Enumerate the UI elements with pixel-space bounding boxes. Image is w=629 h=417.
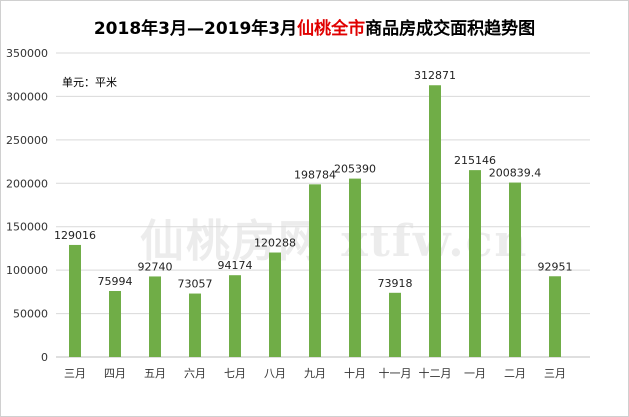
bar [469,170,481,357]
title-highlight: 仙桃全市 [297,19,366,39]
title-suffix: 商品房成交面积趋势图 [365,19,536,39]
unit-label: 单元：平米 [62,76,117,89]
data-label: 198784 [294,168,336,181]
bar [549,276,561,357]
x-tick-label: 一月 [464,367,486,380]
data-label: 73057 [178,278,213,291]
x-tick-label: 十一月 [379,366,412,380]
x-tick-label: 六月 [184,367,206,380]
data-label: 312871 [414,69,456,82]
y-tick-label: 350000 [6,47,48,60]
title-prefix: 2018年3月—2019年3月 [93,19,298,39]
data-label: 92951 [538,260,573,273]
y-tick-label: 200000 [6,177,48,190]
x-tick-label: 七月 [224,367,246,380]
bar [389,292,401,357]
y-tick-label: 0 [41,351,48,364]
x-tick-label: 八月 [264,367,286,380]
data-label: 75994 [98,275,133,288]
y-tick-label: 250000 [6,134,48,147]
data-label: 215146 [454,154,496,167]
watermark: 仙桃房网 xtfw.cn [140,216,529,267]
x-tick-label: 三月 [64,367,86,380]
bar [189,293,201,357]
data-label: 200839.4 [489,167,542,180]
bar [229,275,241,357]
bar [109,290,121,357]
bar [69,244,81,357]
x-tick-label: 三月 [544,367,566,380]
data-label: 129016 [54,229,96,242]
data-label: 94174 [218,259,253,272]
bar [429,85,441,357]
y-tick-label: 100000 [6,264,48,277]
x-tick-label: 五月 [144,367,166,380]
data-label: 73918 [378,277,413,290]
x-tick-label: 十月 [344,366,366,380]
bar [149,276,161,357]
x-tick-label: 四月 [104,367,126,380]
data-label: 205390 [334,163,376,176]
bar [349,178,361,357]
x-tick-label: 九月 [304,367,326,380]
x-tick-label: 二月 [504,367,526,380]
data-label: 120288 [254,237,296,250]
data-label: 92740 [138,260,173,273]
y-tick-label: 300000 [6,90,48,103]
y-tick-label: 50000 [13,308,48,321]
chart-title: 2018年3月—2019年3月仙桃全市商品房成交面积趋势图 [0,14,629,39]
bar [509,182,521,357]
x-tick-label: 十二月 [419,366,452,380]
y-tick-label: 150000 [6,221,48,234]
bar [309,184,321,357]
bar [269,252,281,357]
